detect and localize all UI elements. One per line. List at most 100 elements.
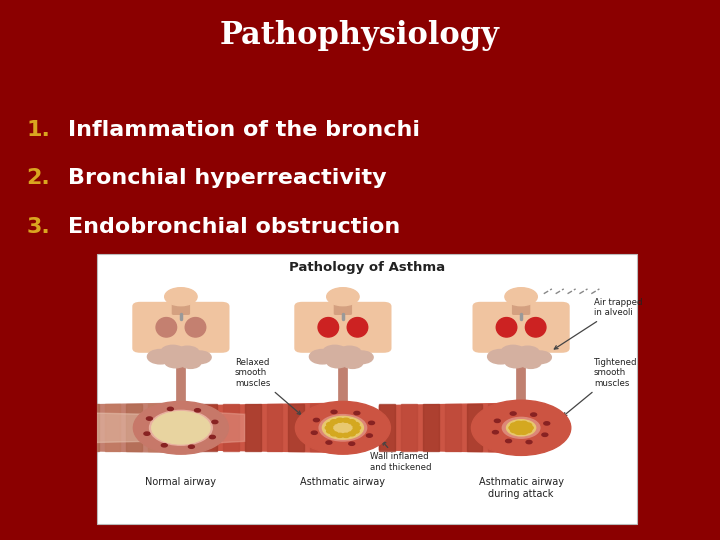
Bar bbox=[223, 404, 239, 451]
Bar bbox=[201, 404, 217, 451]
Circle shape bbox=[330, 420, 338, 424]
Circle shape bbox=[140, 405, 222, 451]
Circle shape bbox=[161, 444, 167, 447]
Circle shape bbox=[327, 288, 359, 306]
Text: Pathology of Asthma: Pathology of Asthma bbox=[289, 261, 445, 274]
Circle shape bbox=[510, 412, 516, 415]
Circle shape bbox=[326, 441, 332, 444]
Text: Bronchial hyperreactivity: Bronchial hyperreactivity bbox=[68, 168, 387, 188]
Circle shape bbox=[353, 426, 361, 430]
Circle shape bbox=[520, 421, 528, 426]
Polygon shape bbox=[201, 403, 343, 453]
Circle shape bbox=[336, 433, 343, 437]
Circle shape bbox=[309, 409, 377, 447]
Bar bbox=[39, 404, 55, 451]
Circle shape bbox=[143, 407, 220, 449]
Circle shape bbox=[492, 430, 498, 434]
Text: Relaxed
smooth
muscles: Relaxed smooth muscles bbox=[235, 358, 301, 415]
Polygon shape bbox=[351, 412, 379, 444]
Bar bbox=[83, 404, 99, 451]
Polygon shape bbox=[39, 412, 148, 444]
FancyBboxPatch shape bbox=[172, 298, 190, 315]
Circle shape bbox=[313, 418, 320, 422]
Circle shape bbox=[354, 411, 360, 415]
Circle shape bbox=[528, 351, 552, 363]
Circle shape bbox=[176, 346, 199, 360]
Text: 2.: 2. bbox=[27, 168, 50, 188]
Circle shape bbox=[348, 420, 355, 424]
Circle shape bbox=[505, 356, 526, 368]
Circle shape bbox=[327, 429, 334, 433]
FancyBboxPatch shape bbox=[333, 298, 352, 315]
Text: 3.: 3. bbox=[27, 217, 50, 237]
Text: Tightened
smooth
muscles: Tightened smooth muscles bbox=[563, 358, 637, 416]
FancyBboxPatch shape bbox=[294, 302, 392, 353]
Circle shape bbox=[313, 411, 372, 444]
Polygon shape bbox=[379, 403, 521, 453]
Circle shape bbox=[150, 410, 212, 445]
Circle shape bbox=[510, 428, 518, 433]
Text: Wall inflamed
and thickened: Wall inflamed and thickened bbox=[370, 441, 431, 472]
Circle shape bbox=[526, 441, 532, 444]
Circle shape bbox=[189, 351, 211, 363]
Circle shape bbox=[348, 432, 355, 436]
Circle shape bbox=[505, 288, 537, 306]
Circle shape bbox=[515, 421, 523, 426]
Circle shape bbox=[149, 410, 213, 446]
Circle shape bbox=[319, 415, 366, 441]
Circle shape bbox=[520, 430, 528, 434]
FancyBboxPatch shape bbox=[132, 302, 230, 353]
Circle shape bbox=[146, 417, 153, 420]
Circle shape bbox=[323, 416, 364, 439]
Circle shape bbox=[325, 426, 333, 430]
Circle shape bbox=[500, 416, 541, 439]
Bar bbox=[266, 404, 282, 451]
Circle shape bbox=[137, 403, 225, 453]
Ellipse shape bbox=[185, 318, 206, 337]
Circle shape bbox=[161, 345, 185, 359]
Ellipse shape bbox=[526, 318, 546, 337]
Circle shape bbox=[336, 418, 343, 422]
Circle shape bbox=[311, 431, 318, 434]
Bar bbox=[379, 404, 395, 451]
Circle shape bbox=[327, 422, 334, 427]
Ellipse shape bbox=[156, 318, 176, 337]
Circle shape bbox=[323, 345, 346, 359]
Bar bbox=[289, 404, 304, 451]
Circle shape bbox=[338, 346, 361, 360]
Circle shape bbox=[351, 351, 373, 363]
Circle shape bbox=[489, 410, 553, 446]
Ellipse shape bbox=[347, 318, 368, 337]
Circle shape bbox=[348, 442, 355, 446]
Text: Asthmatic airway
during attack: Asthmatic airway during attack bbox=[479, 477, 564, 499]
Circle shape bbox=[168, 407, 174, 410]
Circle shape bbox=[501, 345, 525, 359]
Ellipse shape bbox=[318, 318, 338, 337]
Bar bbox=[423, 404, 438, 451]
Circle shape bbox=[300, 404, 386, 451]
Circle shape bbox=[189, 445, 194, 448]
Circle shape bbox=[483, 407, 559, 449]
Circle shape bbox=[343, 357, 363, 368]
Circle shape bbox=[505, 440, 511, 443]
Text: Air trapped
in alveoli: Air trapped in alveoli bbox=[554, 298, 642, 349]
Circle shape bbox=[145, 408, 216, 448]
Circle shape bbox=[181, 357, 201, 368]
Polygon shape bbox=[201, 412, 245, 444]
Circle shape bbox=[318, 414, 368, 442]
Circle shape bbox=[507, 420, 536, 436]
Circle shape bbox=[342, 418, 350, 422]
Polygon shape bbox=[39, 403, 181, 453]
Circle shape bbox=[495, 419, 500, 422]
Circle shape bbox=[144, 432, 150, 435]
Circle shape bbox=[531, 413, 536, 416]
Bar bbox=[445, 404, 461, 451]
Bar bbox=[401, 404, 417, 451]
Circle shape bbox=[523, 423, 531, 428]
Circle shape bbox=[518, 426, 524, 430]
Circle shape bbox=[369, 421, 374, 424]
Circle shape bbox=[148, 349, 174, 364]
Circle shape bbox=[521, 357, 541, 368]
Circle shape bbox=[507, 420, 536, 436]
FancyBboxPatch shape bbox=[512, 298, 530, 315]
